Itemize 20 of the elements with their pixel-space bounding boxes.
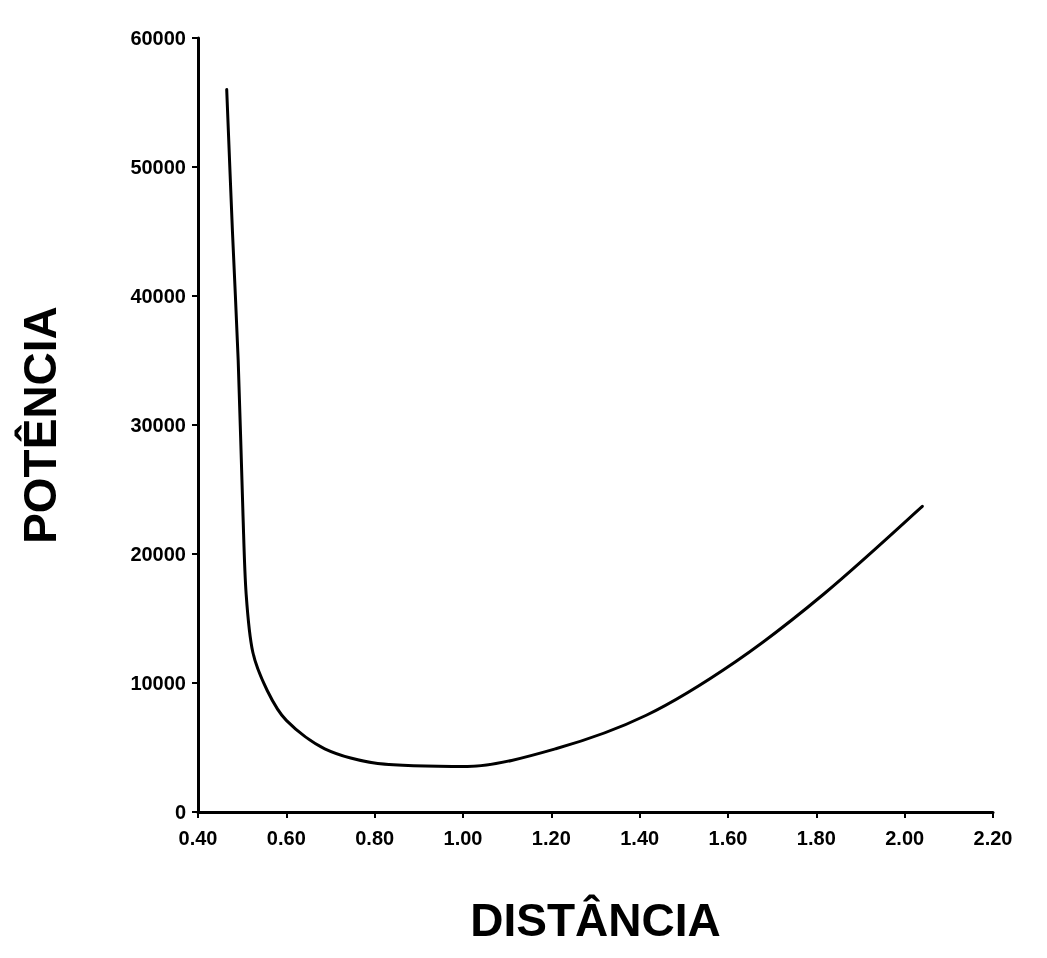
x-tick-label: 0.60: [266, 827, 306, 849]
x-axis-title: DISTÂNCIA: [470, 894, 721, 946]
y-tick-label: 30000: [130, 414, 186, 436]
y-tick-label: 0: [174, 801, 186, 823]
line-series: [225, 88, 924, 768]
x-tick-label: 0.40: [178, 827, 218, 849]
x-tick-label: 1.80: [796, 827, 836, 849]
x-tick-label: 1.60: [708, 827, 748, 849]
x-tick-label: 2.20: [973, 827, 1013, 849]
y-axis-title: POTÊNCIA: [14, 306, 66, 544]
y-tick-label: 10000: [130, 672, 186, 694]
x-tick-label: 0.80: [355, 827, 395, 849]
y-tick-label: 50000: [130, 156, 186, 178]
y-tick-label: 40000: [130, 285, 186, 307]
x-tick-label: 1.40: [620, 827, 660, 849]
y-tick-label: 20000: [130, 543, 186, 565]
x-tick-label: 1.00: [443, 827, 483, 849]
x-tick-label: 1.20: [531, 827, 571, 849]
y-tick-label: 60000: [130, 27, 186, 49]
x-tick-label: 2.00: [885, 827, 925, 849]
